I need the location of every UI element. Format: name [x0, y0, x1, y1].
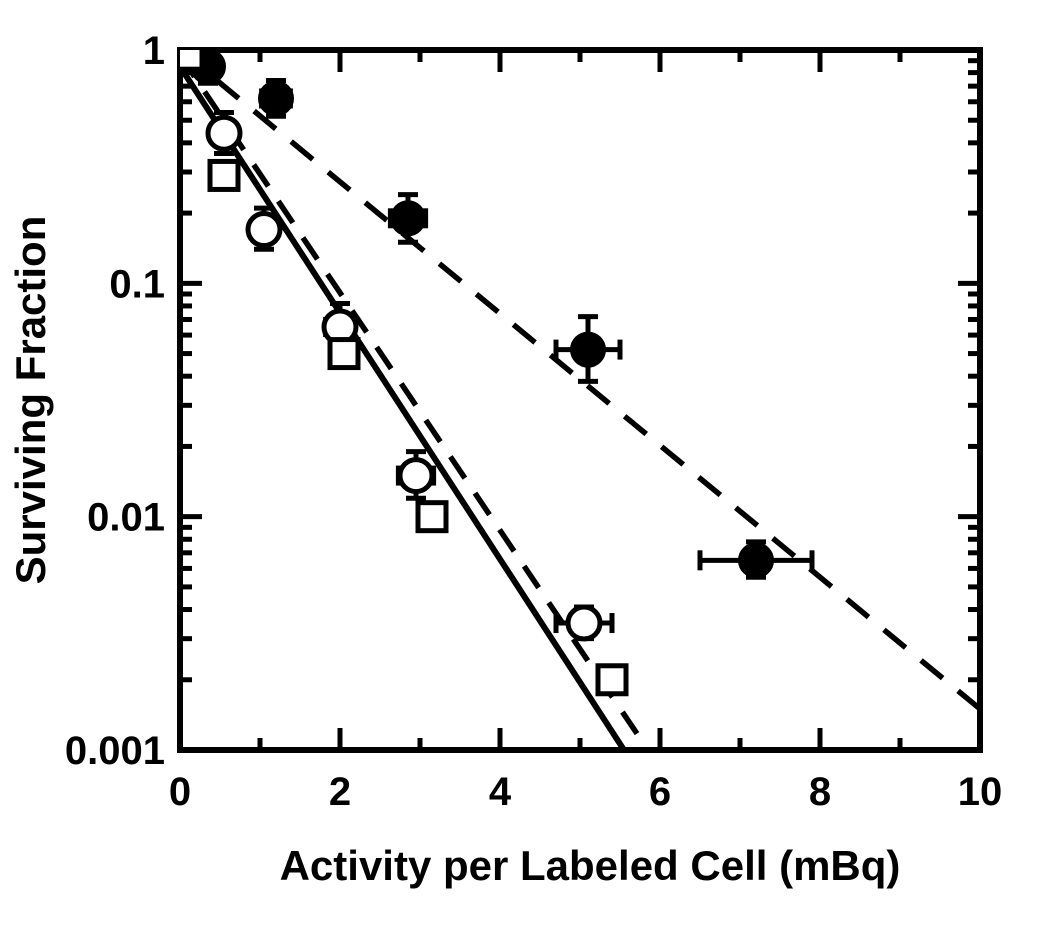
y-ticks: 0.001 0.01 0.1 1 — [65, 29, 980, 773]
marker-open-square — [418, 503, 446, 531]
marker-open-square — [330, 340, 358, 368]
x-ticks: 0 2 4 6 8 10 — [169, 50, 1002, 814]
y-tick-label: 0.01 — [87, 496, 165, 540]
marker-open-circle — [248, 214, 280, 246]
y-axis-label: Surviving Fraction — [7, 216, 54, 585]
y-tick-label: 0.1 — [109, 262, 165, 306]
survival-chart: Surviving Fraction Activity per Labeled … — [0, 0, 1050, 925]
marker-filled-circle — [392, 202, 424, 234]
marker-open-square — [598, 666, 626, 694]
x-tick-label: 8 — [809, 770, 831, 814]
chart-svg: Surviving Fraction Activity per Labeled … — [0, 0, 1050, 925]
y-tick-label: 0.001 — [65, 729, 165, 773]
marker-open-circle — [568, 607, 600, 639]
marker-filled-circle — [260, 82, 292, 114]
x-tick-label: 6 — [649, 770, 671, 814]
marker-open-circle — [208, 117, 240, 149]
x-tick-label: 2 — [329, 770, 351, 814]
y-tick-label: 1 — [143, 29, 165, 73]
x-tick-label: 0 — [169, 770, 191, 814]
x-tick-label: 4 — [489, 770, 512, 814]
data-markers — [172, 39, 772, 694]
marker-filled-circle — [572, 334, 604, 366]
marker-filled-circle — [740, 544, 772, 576]
x-tick-label: 10 — [958, 770, 1003, 814]
marker-open-square — [210, 161, 238, 189]
fit-curves — [180, 50, 980, 750]
x-axis-label: Activity per Labeled Cell (mBq) — [280, 842, 901, 889]
fit-line-dashed-left — [180, 55, 648, 750]
fit-line-solid-left — [180, 66, 624, 750]
marker-open-circle — [400, 460, 432, 492]
